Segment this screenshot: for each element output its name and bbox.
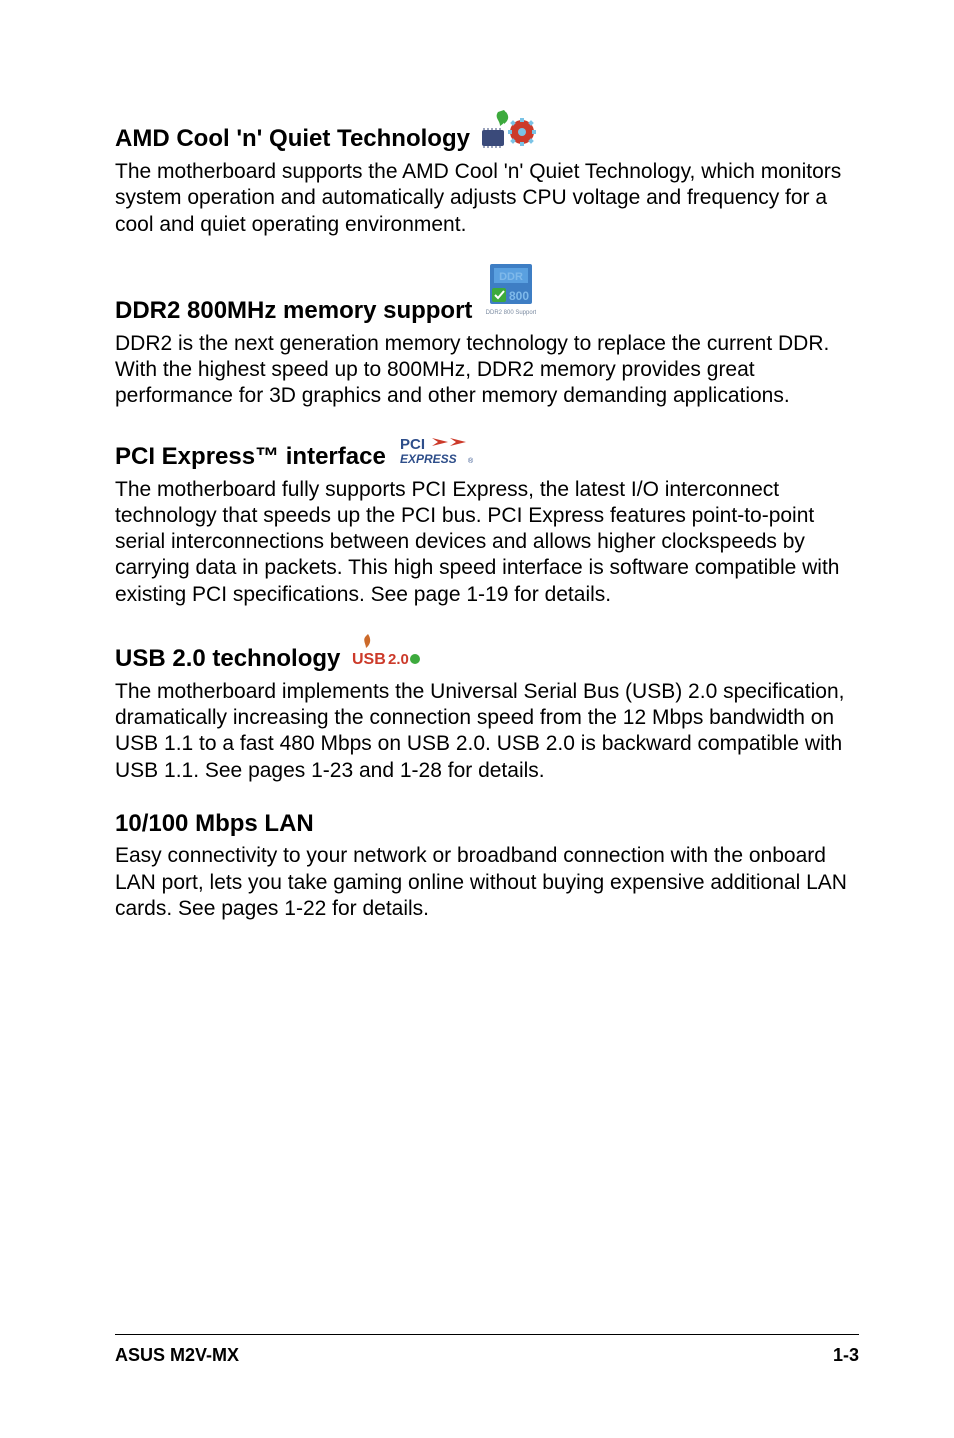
usb-icon-text: USB — [352, 651, 386, 668]
pcie-icon: PCI EXPRESS ® — [400, 436, 490, 471]
ddr2-icon-text-top: DDR — [500, 271, 524, 283]
cnq-icon — [480, 110, 538, 153]
ddr2-icon: DDR 800 DDR2 800 Support — [486, 264, 536, 325]
body-usb: The motherboard implements the Universal… — [115, 679, 859, 784]
body-pcie: The motherboard fully supports PCI Expre… — [115, 477, 859, 608]
ddr2-icon-subtext: DDR2 800 Support — [486, 310, 536, 316]
page-content: AMD Cool 'n' Quiet Technology — [0, 0, 954, 922]
heading-row: PCI Express™ interface PCI EXPRESS ® — [115, 436, 859, 471]
footer-right: 1-3 — [833, 1345, 859, 1366]
heading-row: AMD Cool 'n' Quiet Technology — [115, 110, 859, 153]
body-ddr2: DDR2 is the next generation memory techn… — [115, 331, 859, 410]
heading-cnq: AMD Cool 'n' Quiet Technology — [115, 125, 470, 153]
heading-lan: 10/100 Mbps LAN — [115, 810, 314, 838]
heading-pcie: PCI Express™ interface — [115, 443, 386, 471]
heading-row: DDR2 800MHz memory support DDR 800 DDR2 … — [115, 264, 859, 325]
pcie-icon-text-top: PCI — [400, 436, 425, 453]
section-usb: USB 2.0 technology USB 2.0 The motherboa… — [115, 634, 859, 784]
section-lan: 10/100 Mbps LAN Easy connectivity to you… — [115, 810, 859, 922]
footer-left: ASUS M2V-MX — [115, 1345, 239, 1366]
body-cnq: The motherboard supports the AMD Cool 'n… — [115, 159, 859, 238]
heading-row: 10/100 Mbps LAN — [115, 810, 859, 838]
section-cnq: AMD Cool 'n' Quiet Technology — [115, 110, 859, 238]
heading-ddr2: DDR2 800MHz memory support — [115, 297, 472, 325]
section-pcie: PCI Express™ interface PCI EXPRESS ® The… — [115, 436, 859, 608]
svg-text:®: ® — [468, 457, 474, 465]
usb-icon: USB 2.0 — [352, 634, 422, 673]
section-ddr2: DDR2 800MHz memory support DDR 800 DDR2 … — [115, 264, 859, 410]
body-lan: Easy connectivity to your network or bro… — [115, 843, 859, 922]
heading-usb: USB 2.0 technology — [115, 645, 340, 673]
ddr2-icon-text-bottom: 800 — [509, 289, 529, 303]
usb-icon-text2: 2.0 — [388, 651, 409, 668]
pcie-icon-text-bottom: EXPRESS — [400, 452, 457, 466]
page-footer: ASUS M2V-MX 1-3 — [115, 1334, 859, 1366]
heading-row: USB 2.0 technology USB 2.0 — [115, 634, 859, 673]
